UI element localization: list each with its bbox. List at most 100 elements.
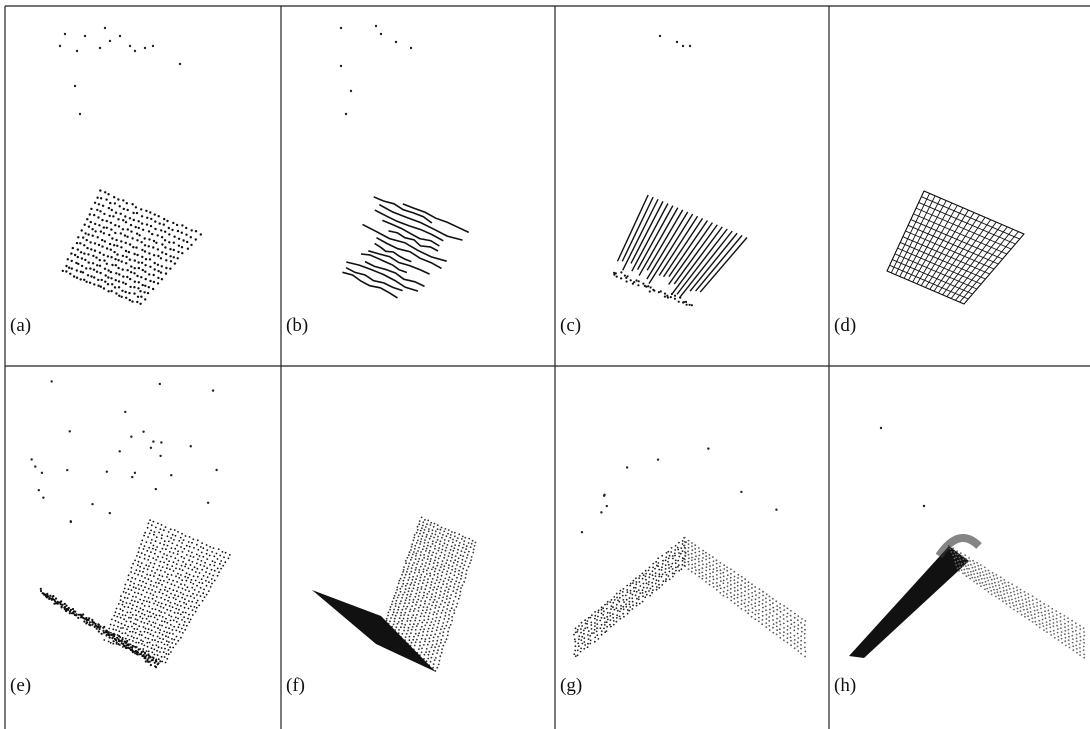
surface-dot [145,628,147,630]
surface-dot [175,630,177,632]
surface-dot [404,624,406,626]
surface-dot [790,619,792,621]
surface-dot [433,650,435,652]
surface-dot [164,656,166,658]
surface-dot [428,552,430,554]
surface-dot [448,564,450,566]
surface-dot [727,590,729,592]
surface-dot [154,662,156,664]
surface-dot [687,561,689,563]
surface-dot [429,550,431,552]
surface-dot [694,544,696,546]
surface-dot [394,595,396,597]
surface-dot [1079,654,1081,656]
surface-dot [403,614,405,616]
surface-dot [1038,620,1040,622]
surface-dot [419,533,421,535]
outlier-dot [69,430,71,432]
surface-dot [140,621,142,623]
surface-dot [154,572,156,574]
surface-dot [126,628,128,630]
surface-dot [129,631,131,633]
surface-dot [616,276,618,278]
surface-dot [122,604,124,606]
surface-dot [186,554,188,556]
surface-dot [702,557,704,559]
surface-dot [662,563,664,565]
surface-dot [49,595,51,597]
surface-dot [160,589,162,591]
surface-dot [584,619,586,621]
surface-dot [396,600,398,602]
surface-dot [583,630,585,632]
surface-dot [152,657,154,659]
surface-dot [737,577,739,579]
surface-dot [129,278,131,280]
surface-dot [175,608,177,610]
surface-dot [684,545,686,547]
surface-dot [955,557,957,559]
surface-dot [142,571,144,573]
surface-dot [1039,600,1041,602]
surface-dot [1068,633,1070,635]
surface-dot [417,587,419,589]
surface-dot [975,580,977,582]
surface-dot [587,634,589,636]
surface-dot [658,576,660,578]
surface-dot [630,279,632,281]
surface-dot [145,278,147,280]
surface-dot [754,590,756,592]
surface-dot [393,624,395,626]
surface-dot [1035,621,1037,623]
surface-dot [206,549,208,551]
surface-dot [424,565,426,567]
surface-dot [426,648,428,650]
surface-dot [612,613,614,615]
surface-dot [609,601,611,603]
surface-dot [116,253,118,255]
surface-dot [599,620,601,622]
surface-dot [681,564,683,566]
surface-dot [1014,594,1016,596]
surface-dot [191,587,193,589]
surface-dot [440,603,442,605]
surface-dot [762,611,764,613]
surface-dot [146,592,148,594]
surface-dot [1056,618,1058,620]
surface-dot [67,609,69,611]
surface-dot [411,617,413,619]
surface-dot [453,609,455,611]
surface-dot [1024,594,1026,596]
surface-dot [168,649,170,651]
surface-dot [187,577,189,579]
surface-dot [973,581,975,583]
surface-dot [765,601,767,603]
surface-dot [1069,647,1071,649]
surface-dot [169,268,171,270]
surface-dot [438,597,440,599]
surface-dot [211,569,213,571]
surface-dot [74,254,76,256]
surface-dot [622,599,624,601]
surface-dot [403,569,405,571]
surface-dot [146,550,148,552]
surface-dot [418,607,420,609]
surface-dot [84,224,86,226]
surface-dot [797,641,799,643]
surface-dot [119,205,121,207]
surface-dot [135,587,137,589]
surface-dot [688,568,690,570]
surface-dot [783,631,785,633]
surface-dot [165,253,167,255]
surface-dot [450,572,452,574]
surface-dot [1010,592,1012,594]
surface-dot [110,256,112,258]
surface-dot [451,569,453,571]
surface-dot [88,619,90,621]
surface-dot [87,253,89,255]
surface-dot [450,549,452,551]
surface-dot [755,598,757,600]
surface-dot [1032,595,1034,597]
surface-dot [433,574,435,576]
surface-dot [211,583,213,585]
